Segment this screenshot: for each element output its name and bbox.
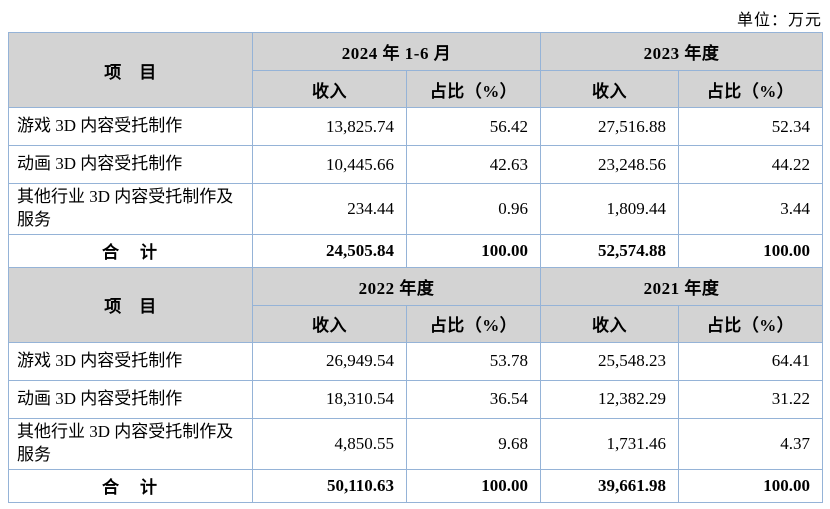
total-row-s1: 合 计 24,505.84 100.00 52,574.88 100.00 [8,233,824,268]
table-row-animation-3d-s2: 动画 3D 内容受托制作 18,310.54 36.54 12,382.29 3… [8,379,824,419]
table-row-other-3d-s1: 其他行业 3D 内容受托制作及服务 234.44 0.96 1,809.44 3… [8,183,824,235]
total-value-cell: 50,110.63 [252,468,407,503]
header-row-periods-1: 项 目 2024 年 1-6 月 2023 年度 [8,32,824,108]
value-cell: 42.63 [405,145,542,184]
value-cell: 4,850.55 [252,417,407,470]
value-cell: 0.96 [405,183,542,235]
total-value-cell: 100.00 [405,233,542,268]
item-cell: 其他行业 3D 内容受托制作及服务 [8,183,253,235]
value-cell: 31.22 [678,379,824,419]
col-header-ratio: 占比（%） [405,304,542,343]
item-cell: 动画 3D 内容受托制作 [8,145,253,184]
value-cell: 1,731.46 [540,417,680,470]
col-header-ratio: 占比（%） [678,304,824,343]
total-value-cell: 24,505.84 [252,233,407,268]
value-cell: 3.44 [678,183,824,235]
col-header-period-2022: 2022 年度 [251,266,542,306]
col-header-item: 项 目 [8,32,253,108]
total-value-cell: 100.00 [405,468,542,503]
value-cell: 64.41 [678,341,824,381]
total-label: 合 计 [8,233,253,268]
col-header-income: 收入 [540,70,680,108]
table-row-other-3d-s2: 其他行业 3D 内容受托制作及服务 4,850.55 9.68 1,731.46… [8,417,824,470]
total-value-cell: 52,574.88 [540,233,680,268]
value-cell: 13,825.74 [252,107,407,146]
col-header-period-2021: 2021 年度 [540,266,824,306]
col-header-period-2023: 2023 年度 [540,32,824,71]
value-cell: 18,310.54 [252,379,407,419]
col-header-income: 收入 [252,304,407,343]
header-row-subcolumns-2: 收入 占比（%） 收入 占比（%） [9,304,824,343]
table-row-animation-3d-s1: 动画 3D 内容受托制作 10,445.66 42.63 23,248.56 4… [8,145,824,184]
col-header-ratio: 占比（%） [678,70,824,108]
value-cell: 25,548.23 [540,341,680,381]
header-row-periods-2: 项 目 2022 年度 2021 年度 [8,266,824,343]
value-cell: 36.54 [405,379,542,419]
value-cell: 44.22 [678,145,824,184]
col-header-period-2024h1: 2024 年 1-6 月 [251,32,542,71]
col-header-item: 项 目 [8,266,253,343]
item-cell: 其他行业 3D 内容受托制作及服务 [8,417,253,470]
value-cell: 52.34 [678,107,824,146]
col-header-income: 收入 [540,304,680,343]
value-cell: 10,445.66 [252,145,407,184]
value-cell: 234.44 [252,183,407,235]
value-cell: 12,382.29 [540,379,680,419]
total-value-cell: 100.00 [678,233,824,268]
value-cell: 26,949.54 [252,341,407,381]
table-row-game-3d-s2: 游戏 3D 内容受托制作 26,949.54 53.78 25,548.23 6… [8,341,824,381]
value-cell: 53.78 [405,341,542,381]
total-row-s2: 合 计 50,110.63 100.00 39,661.98 100.00 [8,468,824,503]
item-cell: 动画 3D 内容受托制作 [8,379,253,419]
value-cell: 1,809.44 [540,183,680,235]
table-row-game-3d-s1: 游戏 3D 内容受托制作 13,825.74 56.42 27,516.88 5… [8,107,824,146]
value-cell: 27,516.88 [540,107,680,146]
total-label: 合 计 [8,468,253,503]
unit-label: 单位：万元 [736,12,822,29]
total-value-cell: 100.00 [678,468,824,503]
item-cell: 游戏 3D 内容受托制作 [8,107,253,146]
value-cell: 4.37 [678,417,824,470]
value-cell: 9.68 [405,417,542,470]
item-cell: 游戏 3D 内容受托制作 [8,341,253,381]
col-header-ratio: 占比（%） [405,70,542,108]
value-cell: 23,248.56 [540,145,680,184]
col-header-income: 收入 [252,70,407,108]
value-cell: 56.42 [405,107,542,146]
total-value-cell: 39,661.98 [540,468,680,503]
header-row-subcolumns-1: 收入 占比（%） 收入 占比（%） [9,70,824,108]
revenue-breakdown-table: 项 目 2024 年 1-6 月 2023 年度 收入 占比（%） 收入 占比（… [8,32,824,503]
